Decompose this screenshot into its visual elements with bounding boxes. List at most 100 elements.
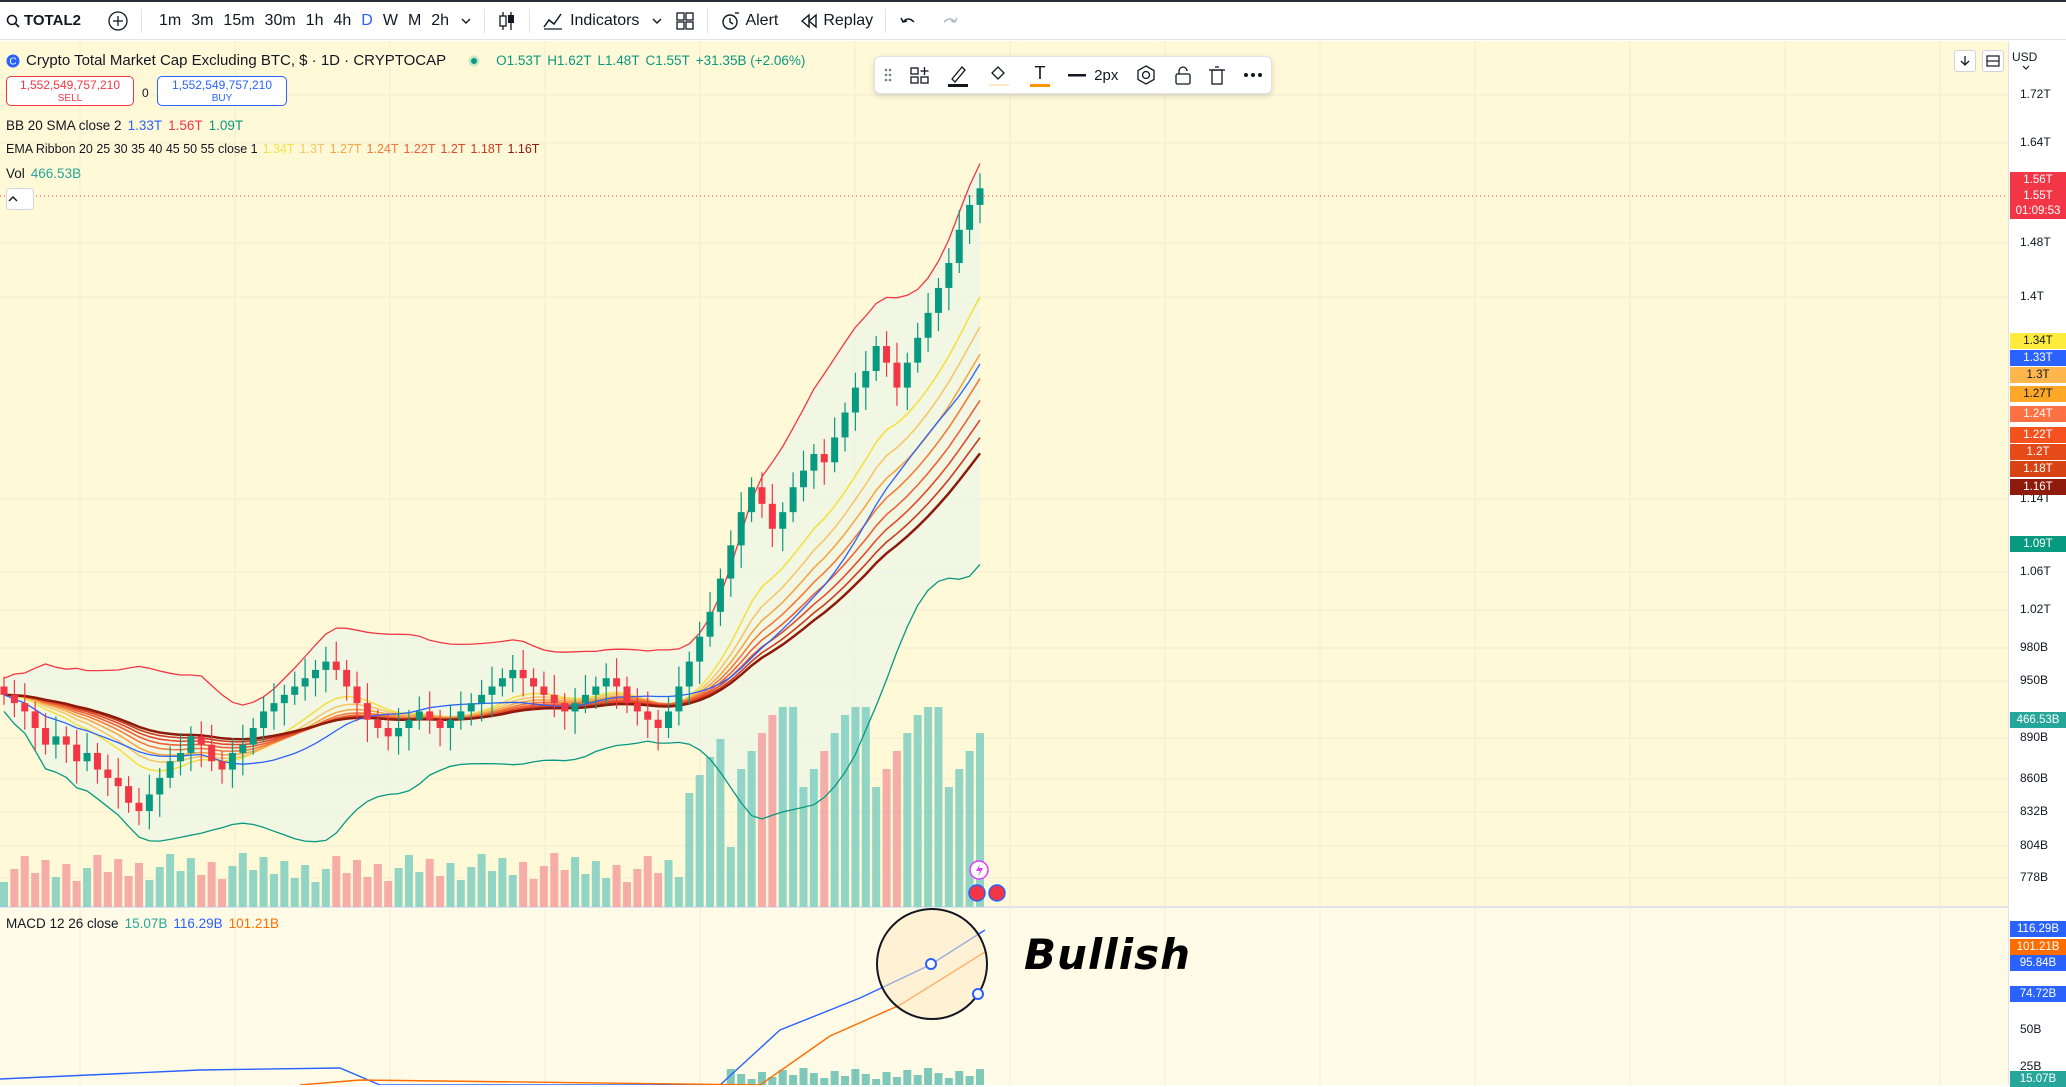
us-flag-icon xyxy=(968,884,986,902)
volume-bar xyxy=(207,862,216,907)
bb-basis: 1.33T xyxy=(127,118,163,133)
ema-legend[interactable]: EMA Ribbon 20 25 30 35 40 45 50 55 close… xyxy=(6,142,539,156)
chart-area[interactable] xyxy=(0,41,2066,1085)
alert-button[interactable]: Alert xyxy=(714,2,784,40)
tf-1m[interactable]: 1m xyxy=(158,11,182,29)
tf-3m[interactable]: 3m xyxy=(191,11,214,29)
volume-bar xyxy=(134,863,143,907)
candle-body xyxy=(779,512,787,529)
volume-bar xyxy=(737,769,746,907)
indicators-button[interactable]: Indicators xyxy=(536,2,669,40)
replay-button[interactable]: Replay xyxy=(794,2,879,40)
candle-body xyxy=(592,686,600,695)
volume-bar xyxy=(103,872,112,907)
macd-histogram-bar xyxy=(965,1076,974,1085)
scroll-to-latest-button[interactable] xyxy=(1954,50,1976,72)
volume-bar xyxy=(166,854,175,907)
volume-bar xyxy=(924,707,933,907)
macd-histogram-bar xyxy=(882,1072,891,1085)
volume-bar xyxy=(353,860,362,907)
candle-body xyxy=(353,686,361,704)
tf-4h[interactable]: 4h xyxy=(333,11,352,29)
price-label: 1.3T xyxy=(2010,367,2066,383)
symbol-title[interactable]: Crypto Total Market Cap Excluding BTC, $… xyxy=(26,52,447,69)
tf-m[interactable]: M xyxy=(407,11,422,29)
candle-body xyxy=(467,703,475,712)
bb-name: BB 20 SMA close 2 xyxy=(6,118,122,133)
ema-value: 1.27T xyxy=(329,142,362,156)
divider xyxy=(885,8,887,33)
drag-handle-icon[interactable] xyxy=(883,67,893,83)
volume-bar xyxy=(757,733,766,907)
macd-legend[interactable]: MACD 12 26 close 15.07B 116.29B 101.21B xyxy=(6,916,279,931)
candle-body xyxy=(872,346,880,371)
volume-bar xyxy=(903,733,912,907)
volume-bar xyxy=(363,877,372,907)
price-tick: 832B xyxy=(2020,804,2049,818)
vol-legend[interactable]: Vol 466.53B xyxy=(6,166,81,181)
tf-2h[interactable]: 2h xyxy=(431,11,450,29)
volume-bar xyxy=(176,871,185,907)
replay-icon xyxy=(801,12,818,29)
currency-selector[interactable]: USD xyxy=(2012,50,2062,70)
volume-bar xyxy=(789,707,798,907)
compare-button[interactable] xyxy=(101,2,135,40)
line-width-control[interactable]: 2px xyxy=(1068,67,1118,84)
ema-value: 1.2T xyxy=(440,142,466,156)
lock-icon[interactable] xyxy=(1174,65,1192,85)
volume-bar xyxy=(560,870,569,907)
chevron-down-icon xyxy=(2022,65,2030,70)
tf-30m[interactable]: 30m xyxy=(264,11,296,29)
ema-value: 1.3T xyxy=(299,142,325,156)
tf-w[interactable]: W xyxy=(382,11,398,29)
volume-bar xyxy=(436,876,445,907)
volume-bar xyxy=(768,715,777,907)
settings-icon[interactable] xyxy=(1135,64,1157,86)
volume-bar xyxy=(342,873,351,907)
volume-bar xyxy=(0,882,8,907)
tf-d[interactable]: D xyxy=(361,11,373,29)
more-icon[interactable] xyxy=(1243,72,1263,78)
layouts-button[interactable] xyxy=(669,2,701,40)
bb-legend[interactable]: BB 20 SMA close 2 1.33T 1.56T 1.09T xyxy=(6,118,243,133)
candle-body xyxy=(509,669,517,679)
volume-bar xyxy=(290,878,299,907)
volume-bar xyxy=(602,878,611,907)
volume-bar xyxy=(882,769,891,907)
volume-bar xyxy=(228,866,237,907)
candle-body xyxy=(0,686,8,695)
candle-body xyxy=(145,794,153,812)
candle-body xyxy=(228,752,236,770)
tf-1h[interactable]: 1h xyxy=(305,11,324,29)
line-color-icon[interactable] xyxy=(946,63,970,87)
candle-body xyxy=(83,752,91,762)
text-color-icon[interactable]: T xyxy=(1028,63,1052,87)
sell-button[interactable]: 1,552,549,757,210 SELL xyxy=(6,76,134,106)
redo-button[interactable] xyxy=(934,2,966,40)
volume-bar xyxy=(415,872,424,907)
template-icon[interactable] xyxy=(910,66,930,84)
chart-canvas[interactable] xyxy=(0,41,2066,1085)
fill-color-icon[interactable] xyxy=(987,63,1011,87)
tf-15m[interactable]: 15m xyxy=(223,11,255,29)
auto-scale-button[interactable] xyxy=(1982,50,2004,72)
search-icon xyxy=(6,14,20,28)
chevron-down-icon[interactable] xyxy=(651,15,663,27)
candle-body xyxy=(602,678,610,687)
undo-button[interactable] xyxy=(892,2,924,40)
candle-body xyxy=(613,678,621,687)
trash-icon[interactable] xyxy=(1208,65,1226,85)
chevron-down-icon[interactable] xyxy=(460,15,472,27)
bullish-annotation-text[interactable]: Bullish xyxy=(1024,930,1192,979)
vol-value: 466.53B xyxy=(30,166,82,181)
chart-type-button[interactable] xyxy=(491,2,523,40)
buy-button[interactable]: 1,552,549,757,210 BUY xyxy=(157,76,287,106)
symbol-search[interactable]: TOTAL2 xyxy=(0,2,87,40)
collapse-legend-button[interactable] xyxy=(6,188,34,210)
candle-body xyxy=(716,578,724,612)
candle-body xyxy=(851,387,859,413)
price-tick: 1.02T xyxy=(2020,602,2051,616)
macd-histogram-bar xyxy=(778,1070,787,1085)
volume-bar xyxy=(685,793,694,907)
volume-bar xyxy=(519,862,528,907)
